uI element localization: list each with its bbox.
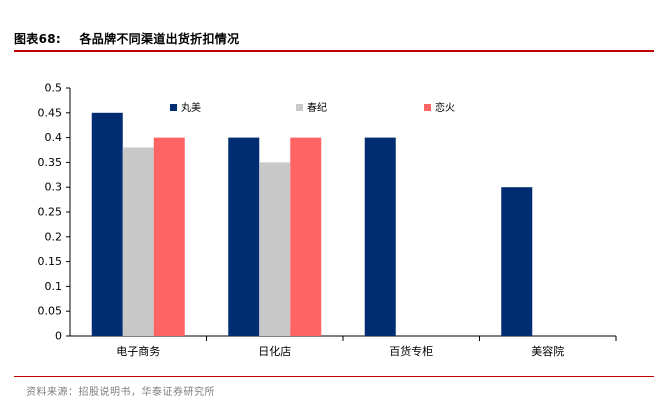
x-tick-label: 美容院 [531, 344, 564, 358]
figure-number: 图表68: [14, 32, 61, 46]
legend-swatch [296, 104, 303, 111]
y-tick-label: 0.35 [38, 156, 63, 169]
header-divider [14, 50, 654, 52]
bar [122, 147, 154, 336]
y-tick-label: 0.15 [38, 255, 63, 268]
y-tick-label: 0.25 [38, 206, 63, 219]
y-tick-label: 0.05 [38, 305, 63, 318]
bar [290, 137, 322, 336]
y-tick-label: 0 [55, 330, 62, 343]
bar [153, 137, 185, 336]
y-tick-label: 0.3 [45, 181, 63, 194]
bar [259, 162, 291, 336]
source-note: 资料来源：招股说明书，华泰证券研究所 [26, 387, 215, 398]
legend-swatch [424, 104, 431, 111]
y-tick-label: 0.4 [45, 131, 63, 144]
y-tick-label: 0.2 [45, 230, 63, 243]
x-tick-label: 百货专柜 [389, 344, 433, 358]
bar [501, 187, 533, 336]
legend-label: 丸美 [181, 101, 201, 114]
y-tick-label: 0.1 [45, 280, 63, 293]
x-tick-label: 电子商务 [116, 344, 160, 358]
legend-label: 春纪 [307, 102, 327, 114]
legend-label: 恋火 [435, 101, 455, 114]
footer-divider [14, 376, 654, 377]
x-tick-label: 日化店 [258, 344, 291, 358]
y-tick-label: 0.5 [45, 82, 63, 95]
figure-header: 图表68: 各品牌不同渠道出货折扣情况 [14, 30, 239, 47]
figure-title: 各品牌不同渠道出货折扣情况 [79, 32, 240, 46]
y-tick-label: 0.45 [38, 106, 63, 119]
bar [91, 112, 123, 336]
legend-swatch [170, 104, 177, 111]
bar [228, 137, 260, 336]
bar [364, 137, 396, 336]
